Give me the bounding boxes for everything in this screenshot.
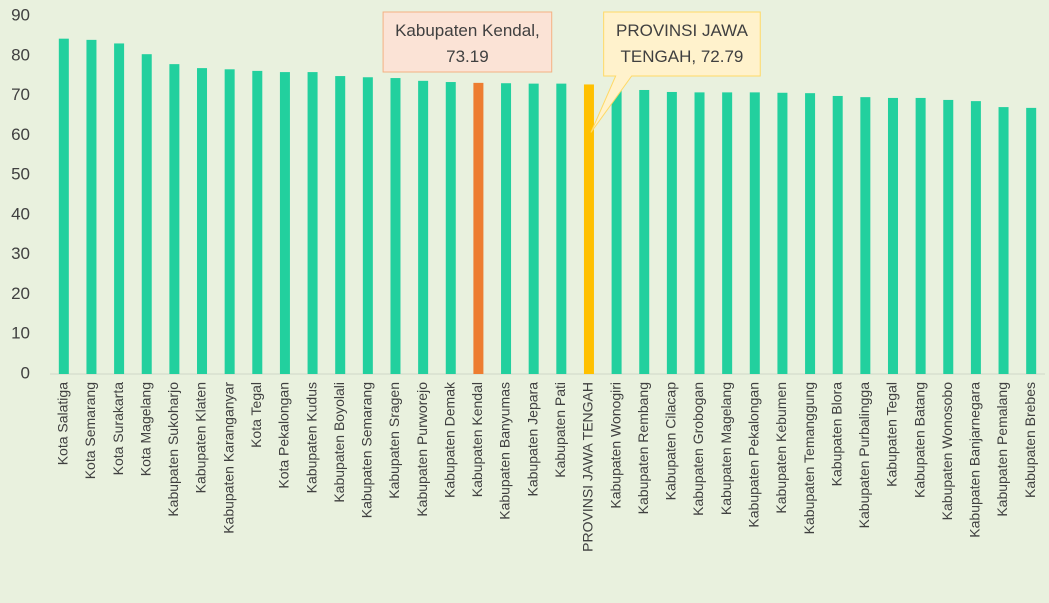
bar [418, 80, 429, 375]
x-tick-label: Kabupaten Sragen [386, 382, 402, 499]
x-tick-label: Kabupaten Purworejo [414, 382, 430, 517]
data-label-text: Kabupaten Kendal, 73.19 [395, 21, 540, 66]
x-tick-label: Kabupaten Cilacap [663, 382, 679, 501]
data-label-line: Kabupaten Kendal, [395, 21, 540, 40]
bar [501, 83, 512, 375]
bar [390, 78, 401, 374]
bar [362, 77, 373, 374]
bar [915, 97, 926, 374]
data-label: PROVINSI JAWA TENGAH, 72.79 [590, 11, 761, 133]
x-tick-label: Kabupaten Rembang [635, 382, 651, 514]
x-tick-label: Kabupaten Klaten [193, 382, 209, 493]
x-tick-label: Kabupaten Pemalang [994, 382, 1010, 517]
x-tick-label: Kota Semarang [82, 382, 98, 479]
callout-box [590, 11, 761, 133]
bar [749, 92, 760, 374]
x-tick-label: Kota Tegal [248, 382, 264, 448]
y-tick-label: 70 [11, 85, 30, 104]
data-label-line: PROVINSI JAWA [616, 21, 749, 40]
bar [666, 91, 677, 374]
x-tick-label: Kota Magelang [137, 382, 153, 476]
data-label: Kabupaten Kendal, 73.19 [382, 11, 553, 73]
x-tick-label: Kabupaten Pati [552, 382, 568, 478]
y-tick-label: 40 [11, 204, 30, 223]
y-tick-label: 0 [21, 363, 30, 382]
bar [639, 89, 650, 374]
bar [722, 92, 733, 374]
x-tick-label: Kabupaten Sukoharjo [165, 382, 181, 517]
bar [805, 93, 816, 375]
x-tick-label: Kabupaten Batang [911, 382, 927, 498]
x-tick-label: Kota Salatiga [55, 382, 71, 465]
bar [224, 69, 235, 375]
x-tick-label: Kabupaten Banyumas [497, 382, 513, 520]
x-tick-label: PROVINSI JAWA TENGAH [580, 382, 596, 552]
x-tick-label: Kabupaten Kudus [303, 382, 319, 493]
x-tick-label: Kabupaten Demak [441, 381, 457, 498]
bar [556, 83, 567, 374]
bar [777, 92, 788, 374]
x-tick-label: Kabupaten Kendal [469, 382, 485, 497]
bar [887, 97, 898, 374]
bar [860, 97, 871, 374]
bar [169, 64, 180, 375]
x-tick-label: Kabupaten Karanganyar [220, 382, 236, 534]
bar [1026, 107, 1037, 375]
x-tick-label: Kabupaten Banjarnegara [967, 382, 983, 538]
x-tick-label: Kabupaten Boyolali [331, 382, 347, 503]
x-tick-label: Kabupaten Pekalongan [745, 382, 761, 528]
x-tick-label: Kabupaten Semarang [359, 382, 375, 518]
bar [86, 39, 97, 374]
bar [611, 87, 622, 375]
bar [583, 84, 594, 375]
x-tick-label: Kabupaten Blora [828, 382, 844, 487]
bar [58, 38, 69, 374]
x-tick-label: Kota Surakarta [110, 382, 126, 476]
data-label-line: 73.19 [446, 47, 489, 66]
bar [197, 68, 208, 374]
bar [279, 72, 290, 374]
bar [998, 107, 1009, 374]
y-tick-label: 30 [11, 244, 30, 263]
y-tick-label: 90 [11, 5, 30, 24]
x-tick-label: Kabupaten Grobogan [690, 382, 706, 516]
bar [141, 54, 152, 374]
x-tick-label: Kabupaten Jepara [524, 382, 540, 497]
bar [473, 82, 484, 374]
y-tick-label: 80 [11, 45, 30, 64]
bar [528, 83, 539, 374]
bar [114, 43, 125, 375]
bar [943, 99, 954, 374]
x-tick-label: Kota Pekalongan [276, 382, 292, 489]
y-tick-label: 10 [11, 324, 30, 343]
bar [252, 70, 263, 374]
data-label-text: PROVINSI JAWA TENGAH, 72.79 [616, 21, 749, 66]
callout-box [382, 11, 553, 73]
y-tick-label: 50 [11, 165, 30, 184]
bar [970, 101, 981, 374]
bar [694, 92, 705, 374]
x-tick-label: Kabupaten Wonogiri [607, 382, 623, 509]
bar [307, 72, 318, 374]
x-tick-label: Kabupaten Wonosobo [939, 382, 955, 521]
x-tick-label: Kabupaten Tegal [884, 382, 900, 487]
bar [335, 76, 346, 374]
x-tick-label: Kabupaten Magelang [718, 382, 734, 515]
y-tick-label: 20 [11, 284, 30, 303]
y-tick-label: 60 [11, 125, 30, 144]
x-tick-label: Kabupaten Temanggung [801, 382, 817, 534]
x-tick-label: Kabupaten Brebes [1022, 382, 1038, 498]
bar [445, 82, 456, 374]
x-tick-label: Kabupaten Purbalingga [856, 382, 872, 529]
bar [832, 95, 843, 374]
data-label-line: TENGAH, 72.79 [621, 47, 744, 66]
x-tick-label: Kabupaten Kebumen [773, 382, 789, 514]
